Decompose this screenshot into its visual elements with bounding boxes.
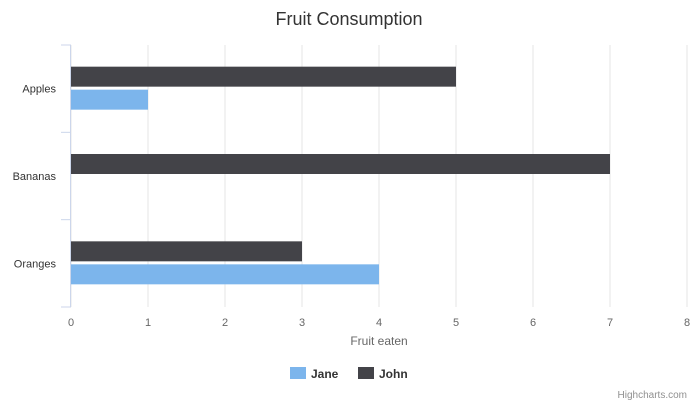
legend-swatch[interactable]: [290, 367, 306, 379]
bar-jane[interactable]: [71, 264, 379, 285]
y-category-label: Apples: [22, 84, 56, 96]
bar-jane[interactable]: [71, 89, 148, 110]
legend-label[interactable]: John: [379, 367, 408, 381]
x-tick-label: 0: [68, 317, 74, 329]
x-tick-label: 7: [607, 317, 613, 329]
bar-john[interactable]: [71, 66, 456, 87]
bar-john[interactable]: [71, 154, 610, 174]
x-tick-label: 3: [299, 317, 305, 329]
y-category-label: Bananas: [13, 171, 57, 183]
x-tick-label: 5: [453, 317, 459, 329]
chart-title: Fruit Consumption: [275, 9, 422, 29]
x-tick-label: 4: [376, 317, 382, 329]
bar-john[interactable]: [71, 241, 302, 262]
legend: Jane John: [290, 367, 408, 381]
credits-link[interactable]: Highcharts.com: [618, 390, 687, 401]
x-tick-label: 1: [145, 317, 151, 329]
axes: 0 1 2 3 4 5 6 7 8 Apples Bananas Oranges: [13, 44, 690, 329]
bars: [71, 66, 610, 285]
x-tick-label: 6: [530, 317, 536, 329]
legend-swatch[interactable]: [358, 367, 374, 379]
y-category-label: Oranges: [14, 258, 57, 270]
x-tick-label: 2: [222, 317, 228, 329]
legend-label[interactable]: Jane: [311, 367, 339, 381]
x-tick-label: 8: [684, 317, 690, 329]
grid: [70, 45, 688, 307]
x-axis-title: Fruit eaten: [350, 334, 407, 348]
